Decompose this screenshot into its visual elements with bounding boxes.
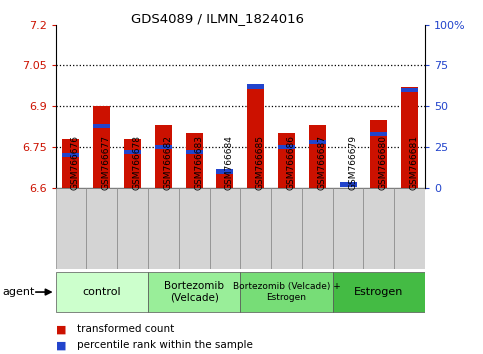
Text: GSM766686: GSM766686	[286, 135, 296, 190]
Text: GSM766682: GSM766682	[163, 135, 172, 190]
Bar	[62, 153, 79, 157]
Bar	[86, 188, 117, 269]
Bar	[240, 272, 333, 313]
Bar	[117, 188, 148, 269]
Text: agent: agent	[2, 287, 35, 297]
Text: GSM766676: GSM766676	[71, 135, 80, 190]
Bar	[271, 188, 302, 269]
Bar	[247, 85, 264, 89]
Bar	[179, 188, 210, 269]
Bar	[333, 188, 364, 269]
Bar	[56, 272, 148, 313]
Text: control: control	[83, 287, 121, 297]
Text: ■: ■	[56, 340, 66, 350]
Text: GSM766681: GSM766681	[410, 135, 419, 190]
Bar	[210, 188, 240, 269]
Text: GSM766683: GSM766683	[194, 135, 203, 190]
Bar	[93, 124, 110, 128]
Bar	[155, 145, 172, 149]
Text: GSM766685: GSM766685	[256, 135, 265, 190]
Bar	[364, 188, 394, 269]
Text: GSM766687: GSM766687	[317, 135, 327, 190]
Bar	[394, 188, 425, 269]
Bar	[309, 125, 326, 188]
Bar	[278, 145, 295, 149]
Bar	[148, 272, 241, 313]
Text: Estrogen: Estrogen	[354, 287, 403, 297]
Bar	[216, 169, 233, 173]
Text: GSM766677: GSM766677	[102, 135, 111, 190]
Text: transformed count: transformed count	[77, 324, 174, 334]
Text: Bortezomib (Velcade) +
Estrogen: Bortezomib (Velcade) + Estrogen	[233, 282, 341, 302]
Text: GSM766684: GSM766684	[225, 135, 234, 190]
Bar	[124, 150, 141, 154]
Bar	[401, 88, 418, 92]
Bar	[340, 182, 356, 187]
Text: GSM766680: GSM766680	[379, 135, 388, 190]
Bar	[401, 87, 418, 188]
Bar	[240, 188, 271, 269]
Bar	[278, 133, 295, 188]
Bar	[155, 125, 172, 188]
Bar	[185, 150, 202, 154]
Bar	[185, 133, 202, 188]
Bar	[370, 120, 387, 188]
Bar	[56, 188, 86, 269]
Text: percentile rank within the sample: percentile rank within the sample	[77, 340, 253, 350]
Bar	[216, 169, 233, 188]
Bar	[247, 85, 264, 188]
Bar	[333, 272, 425, 313]
Text: Bortezomib
(Velcade): Bortezomib (Velcade)	[164, 281, 224, 303]
Bar	[370, 132, 387, 136]
Text: ■: ■	[56, 324, 66, 334]
Text: GDS4089 / ILMN_1824016: GDS4089 / ILMN_1824016	[131, 12, 304, 25]
Bar	[124, 139, 141, 188]
Bar	[62, 139, 79, 188]
Text: GSM766679: GSM766679	[348, 135, 357, 190]
Bar	[93, 106, 110, 188]
Text: GSM766678: GSM766678	[132, 135, 142, 190]
Bar	[148, 188, 179, 269]
Bar	[309, 140, 326, 144]
Bar	[302, 188, 333, 269]
